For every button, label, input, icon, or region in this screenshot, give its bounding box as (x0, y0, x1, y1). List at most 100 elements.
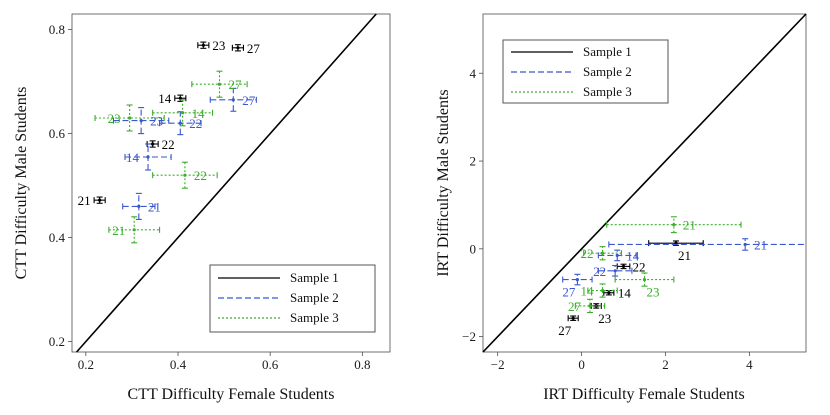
ctt-point-marker (139, 119, 143, 123)
ctt-point-marker (183, 173, 187, 177)
ctt-legend-label-sample-2: Sample 2 (290, 290, 339, 305)
ctt-point-label: 14 (158, 91, 172, 106)
ctt-y-tick-label: 0.8 (49, 22, 65, 37)
irt-y-tick-label: 0 (470, 241, 477, 256)
irt-point-label: 27 (558, 323, 572, 338)
ctt-x-tick-label: 0.4 (170, 357, 187, 372)
irt-point-marker (672, 223, 676, 227)
ctt-point-marker (132, 228, 136, 232)
ctt-point-item-21: 21 (78, 193, 106, 208)
irt-point-marker (600, 251, 605, 255)
ctt-point-label: 22 (189, 116, 202, 131)
irt-point-label: 23 (598, 311, 611, 326)
irt-point-marker (613, 269, 617, 273)
ctt-point-marker (137, 204, 141, 208)
ctt-x-tick-label: 0.2 (78, 357, 94, 372)
irt-point-marker (607, 291, 611, 295)
ctt-point-label: 14 (126, 150, 140, 165)
ctt-point-marker (181, 111, 185, 115)
ctt-point-label: 23 (150, 114, 163, 129)
ctt-point-label: 27 (247, 41, 260, 56)
ctt-point-item-21: 21 (108, 216, 161, 244)
irt-point-marker (600, 288, 605, 293)
ctt-axes-group: 0.2 0.4 0.6 0.8 0.2 0.4 0.6 0.8 (49, 22, 371, 372)
ctt-legend: Sample 1 Sample 2 Sample 3 (209, 264, 376, 333)
ctt-point-item-23: 23 (94, 104, 165, 132)
ctt-point-label: 22 (194, 168, 207, 183)
ctt-point-marker (236, 46, 240, 50)
ctt-x-axis-label: CTT Difficulty Female Students (128, 386, 335, 403)
ctt-identity-line (76, 13, 377, 353)
ctt-y-axis-label: CTT Difficulty Male Students (13, 87, 30, 280)
irt-legend-label-sample-2: Sample 2 (583, 64, 632, 79)
ctt-x-tick-label: 0.8 (354, 357, 370, 372)
irt-point-marker (575, 277, 579, 282)
irt-x-tick-label: 0 (578, 357, 585, 372)
ctt-point-marker (231, 98, 235, 102)
ctt-point-label: 21 (78, 193, 91, 208)
ctt-point-marker (151, 142, 155, 146)
irt-point-marker (642, 277, 647, 282)
ctt-point-item-22: 22 (146, 137, 175, 152)
ctt-point-marker (217, 82, 222, 86)
ctt-point-item-14: 14 (124, 143, 172, 171)
ctt-series-2: 21 14 23 22 27 (112, 87, 257, 220)
irt-point-item-21: 21 (608, 237, 806, 252)
irt-point-item-27: 27 (558, 315, 579, 338)
ctt-point-marker (98, 198, 102, 202)
irt-point-label: 14 (618, 286, 632, 301)
irt-point-item-14: 14 (603, 286, 632, 301)
irt-point-item-14: 14 (581, 283, 618, 299)
irt-x-tick-label: 4 (746, 357, 753, 372)
ctt-series-3: 21 22 23 14 27 (94, 70, 248, 244)
ctt-point-label: 27 (228, 77, 242, 92)
ctt-point-label: 21 (112, 223, 125, 238)
irt-point-item-14: 14 (597, 248, 640, 263)
irt-legend-label-sample-3: Sample 3 (583, 84, 632, 99)
irt-point-marker (588, 304, 592, 308)
irt-x-tick-label: 2 (662, 357, 669, 372)
irt-point-label: 22 (581, 246, 594, 261)
ctt-point-marker (201, 43, 205, 47)
irt-legend: Sample 1 Sample 2 Sample 3 (502, 39, 669, 104)
ctt-y-tick-label: 0.6 (49, 126, 66, 141)
irt-point-label: 14 (626, 248, 640, 263)
irt-point-label: 21 (683, 218, 696, 233)
irt-point-label: 22 (593, 264, 606, 279)
ctt-point-item-23: 23 (197, 38, 225, 53)
ctt-point-item-27: 27 (209, 87, 257, 112)
ctt-point-marker (128, 116, 132, 120)
ctt-point-item-27: 27 (191, 70, 248, 98)
irt-point-label: 22 (633, 259, 646, 274)
irt-y-tick-label: 2 (470, 154, 477, 169)
irt-y-tick-label: −2 (462, 329, 476, 344)
ctt-point-marker (178, 121, 182, 125)
ctt-point-label: 21 (148, 199, 161, 214)
ctt-y-tick-label: 0.2 (49, 334, 65, 349)
irt-point-label: 21 (678, 248, 691, 263)
irt-point-item-27: 27 (562, 273, 593, 300)
irt-legend-label-sample-1: Sample 1 (583, 44, 632, 59)
ctt-point-label: 23 (212, 38, 225, 53)
ctt-y-tick-label: 0.4 (49, 230, 66, 245)
irt-point-label: 23 (647, 285, 660, 300)
irt-point-marker (621, 264, 626, 269)
ctt-point-marker (146, 155, 150, 159)
irt-x-axis-label: IRT Difficulty Female Students (543, 386, 745, 403)
irt-point-item-21: 21 (606, 216, 742, 234)
irt-point-item-27: 27 (568, 298, 606, 314)
irt-x-tick-label: −2 (491, 357, 505, 372)
irt-axes-group: −2 0 2 4 −2 0 2 4 (462, 66, 753, 372)
irt-point-item-23: 23 (614, 272, 675, 300)
ctt-point-label: 22 (162, 137, 175, 152)
irt-y-tick-label: 4 (470, 66, 477, 81)
irt-identity-line (482, 13, 807, 353)
ctt-point-item-21: 21 (122, 192, 161, 220)
ctt-point-item-14: 14 (152, 99, 214, 127)
